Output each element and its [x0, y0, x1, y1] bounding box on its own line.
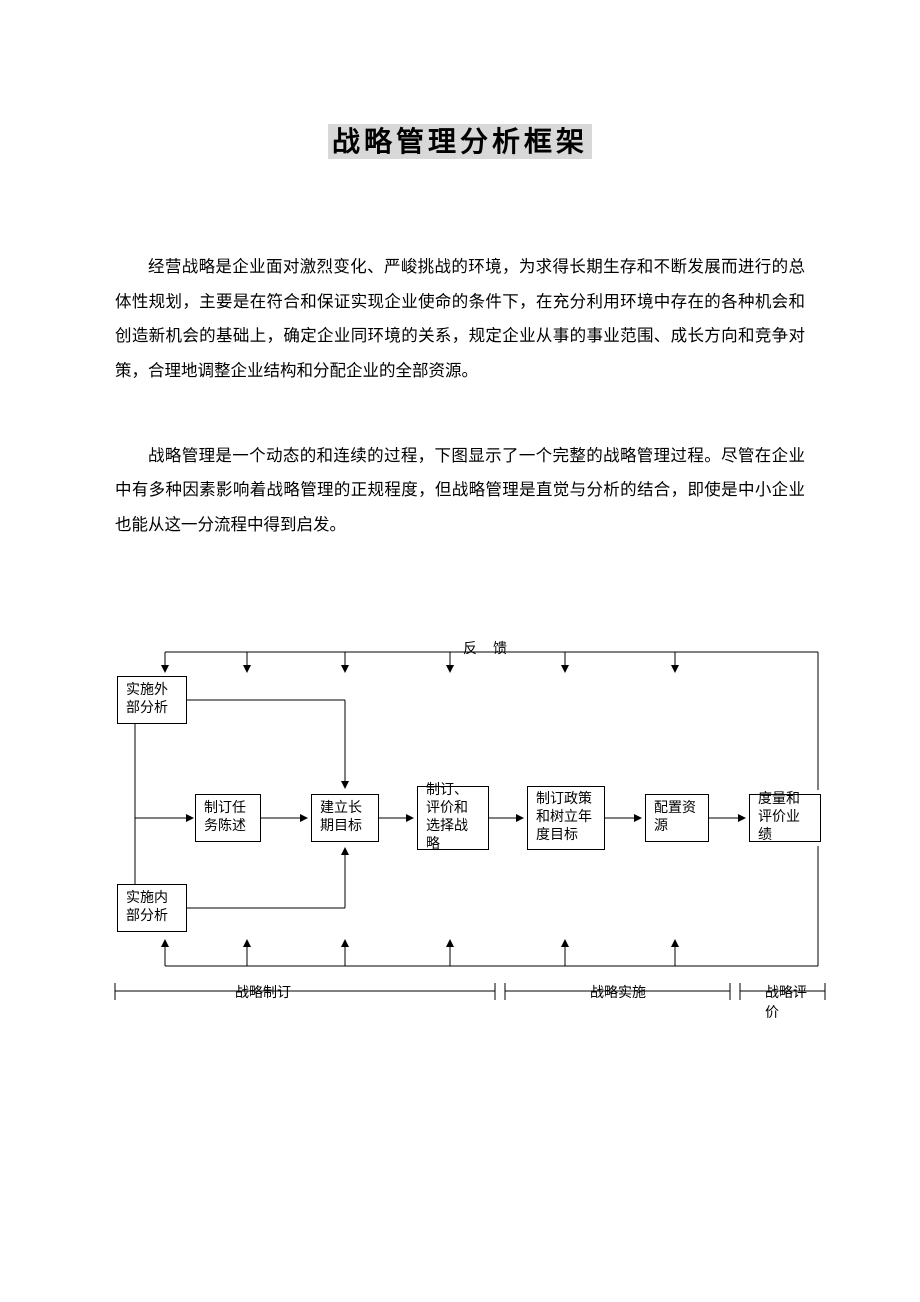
box-measure: 度量和评价业绩 — [749, 794, 821, 842]
box-external-analysis: 实施外部分析 — [117, 676, 187, 724]
box-strategy: 制订、评价和选择战略 — [417, 786, 489, 850]
phase-formulate-label: 战略制订 — [235, 982, 291, 1002]
paragraph-2: 战略管理是一个动态的和连续的过程，下图显示了一个完整的战略管理过程。尽管在企业中… — [115, 439, 805, 543]
box-mission: 制订任务陈述 — [195, 794, 261, 842]
paragraph-1: 经营战略是企业面对激烈变化、严峻挑战的环境，为求得长期生存和不断发展而进行的总体… — [115, 250, 805, 389]
box-resource: 配置资源 — [645, 794, 709, 842]
title-text: 战略管理分析框架 — [328, 124, 592, 159]
phase-implement-label: 战略实施 — [590, 982, 646, 1002]
box-longterm-goals: 建立长期目标 — [311, 794, 379, 842]
phase-evaluate-label: 战略评价 — [765, 982, 815, 1022]
box-internal-analysis: 实施内部分析 — [117, 884, 187, 932]
flowchart: 反馈 实施外部分析 实施内部分析 制订任务陈述 建立长期目标 制订、评价和选择战… — [115, 638, 815, 1008]
box-policy: 制订政策和树立年度目标 — [527, 786, 605, 850]
page-title: 战略管理分析框架 — [115, 120, 805, 160]
feedback-label: 反馈 — [463, 638, 523, 658]
